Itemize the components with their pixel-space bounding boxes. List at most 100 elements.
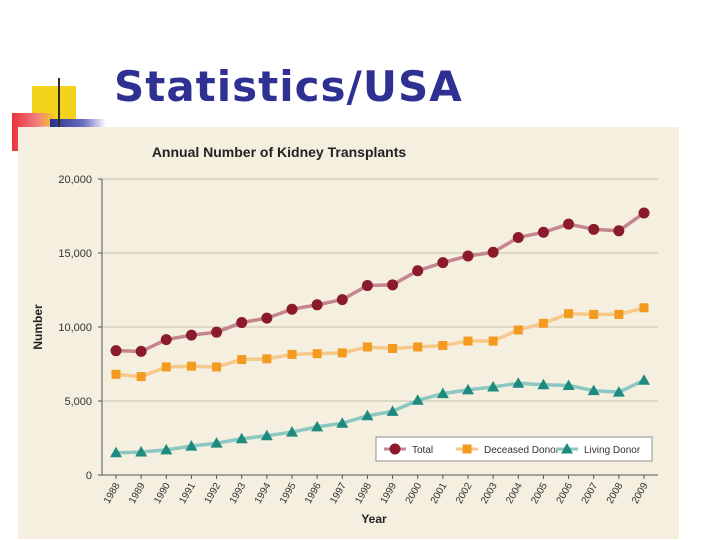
data-point-living-donor — [411, 394, 424, 405]
legend-marker-living-donor — [561, 443, 573, 454]
data-point-deceased-donor — [438, 341, 448, 350]
data-point-total — [512, 231, 524, 243]
series-total — [110, 207, 650, 357]
data-point-total — [613, 225, 625, 237]
data-point-living-donor — [612, 386, 625, 397]
data-point-deceased-donor — [413, 342, 423, 352]
data-point-deceased-donor — [161, 362, 171, 372]
y-tick-label: 15,000 — [58, 248, 92, 260]
x-tick-label: 2007 — [580, 481, 601, 506]
data-point-living-donor — [386, 405, 399, 416]
series-line-total — [115, 211, 646, 354]
legend-label-deceased-donor: Deceased Donor — [484, 445, 560, 456]
kidney-transplant-chart: Annual Number of Kidney Transplants 0 5,0… — [31, 144, 658, 526]
data-point-deceased-donor — [186, 361, 196, 371]
data-point-total — [160, 334, 172, 346]
data-point-living-donor — [638, 374, 650, 385]
y-gridlines — [102, 178, 658, 402]
data-point-living-donor — [160, 443, 173, 455]
data-point-total — [185, 329, 197, 341]
data-point-total — [211, 326, 223, 338]
data-point-deceased-donor — [463, 336, 473, 346]
data-point-living-donor — [336, 417, 349, 428]
data-point-living-donor — [210, 437, 223, 448]
data-point-deceased-donor — [513, 325, 523, 335]
data-point-deceased-donor — [564, 309, 574, 319]
data-point-total — [361, 280, 373, 292]
data-point-living-donor — [110, 446, 122, 458]
data-point-living-donor — [260, 429, 273, 441]
data-point-deceased-donor — [136, 372, 146, 382]
x-tick-label: 2005 — [529, 481, 550, 506]
data-point-total — [462, 250, 474, 262]
data-point-deceased-donor — [538, 318, 548, 328]
data-point-deceased-donor — [362, 342, 372, 352]
x-tick-label: 2008 — [605, 481, 626, 506]
data-point-deceased-donor — [287, 349, 297, 359]
data-point-total — [261, 312, 273, 324]
data-point-deceased-donor — [212, 362, 222, 372]
x-tick-label: 1996 — [303, 481, 324, 506]
series-deceased-donor — [111, 303, 649, 382]
data-point-living-donor — [462, 383, 474, 395]
slide-title: Statistics/USA — [114, 62, 463, 111]
data-point-deceased-donor — [312, 349, 322, 359]
data-point-total — [437, 257, 449, 269]
y-tick-labels: 0 5,000 10,000 15,000 20,000 — [58, 174, 102, 482]
data-point-living-donor — [286, 426, 298, 437]
legend-box — [375, 436, 653, 462]
data-point-total — [311, 299, 323, 311]
data-point-total — [638, 207, 650, 219]
data-point-deceased-donor — [262, 354, 272, 364]
series-living-donor — [110, 374, 650, 458]
legend: Total Deceased Donor Living Donor — [375, 436, 653, 462]
x-tick-label: 2006 — [555, 481, 576, 506]
data-point-living-donor — [487, 380, 500, 392]
legend-label-living-donor: Living Donor — [584, 445, 641, 456]
data-point-living-donor — [135, 446, 148, 457]
data-point-living-donor — [185, 440, 198, 451]
data-point-living-donor — [361, 409, 374, 421]
data-point-deceased-donor — [589, 309, 599, 319]
data-point-deceased-donor — [388, 343, 398, 353]
x-tick-labels: 1988 1989 1990 1991 1992 1993 1994 1995 1996 1997… — [102, 475, 651, 506]
data-point-deceased-donor — [488, 336, 498, 346]
x-tick-label: 1991 — [177, 481, 198, 506]
series-line-living-donor — [115, 378, 645, 455]
data-point-total — [286, 303, 298, 315]
y-axis-label: Number — [31, 304, 45, 350]
x-tick-label: 1995 — [278, 481, 299, 506]
data-point-total — [537, 226, 549, 238]
y-tick-label: 0 — [86, 470, 92, 482]
x-tick-label: 2000 — [404, 481, 425, 506]
x-tick-label: 1998 — [353, 481, 374, 506]
data-point-living-donor — [537, 378, 550, 390]
x-tick-label: 1994 — [253, 481, 274, 506]
data-point-total — [336, 294, 348, 306]
data-point-living-donor — [436, 387, 449, 399]
data-point-deceased-donor — [639, 303, 649, 313]
data-point-living-donor — [562, 379, 575, 390]
x-tick-label: 2009 — [630, 481, 651, 506]
data-point-total — [487, 246, 499, 258]
series-group — [110, 207, 650, 458]
data-point-living-donor — [512, 377, 525, 388]
chart-panel: Annual Number of Kidney Transplants 0 5,0… — [18, 127, 679, 539]
data-point-total — [236, 317, 248, 329]
x-tick-label: 2003 — [479, 481, 500, 506]
x-tick-label: 1988 — [102, 481, 123, 506]
x-tick-label: 1992 — [203, 481, 224, 506]
data-point-total — [412, 265, 424, 277]
data-point-deceased-donor — [111, 369, 121, 379]
data-point-deceased-donor — [614, 309, 624, 319]
legend-label-total: Total — [412, 445, 433, 456]
y-tick-label: 20,000 — [58, 174, 92, 186]
y-tick-label: 5,000 — [64, 396, 92, 408]
x-tick-label: 1989 — [127, 481, 148, 506]
legend-marker-total — [389, 443, 401, 455]
legend-marker-deceased-donor — [462, 444, 472, 454]
data-point-total — [135, 345, 147, 357]
decor-vertical-line — [58, 78, 60, 130]
y-tick-label: 10,000 — [58, 322, 92, 334]
data-point-living-donor — [587, 384, 600, 396]
